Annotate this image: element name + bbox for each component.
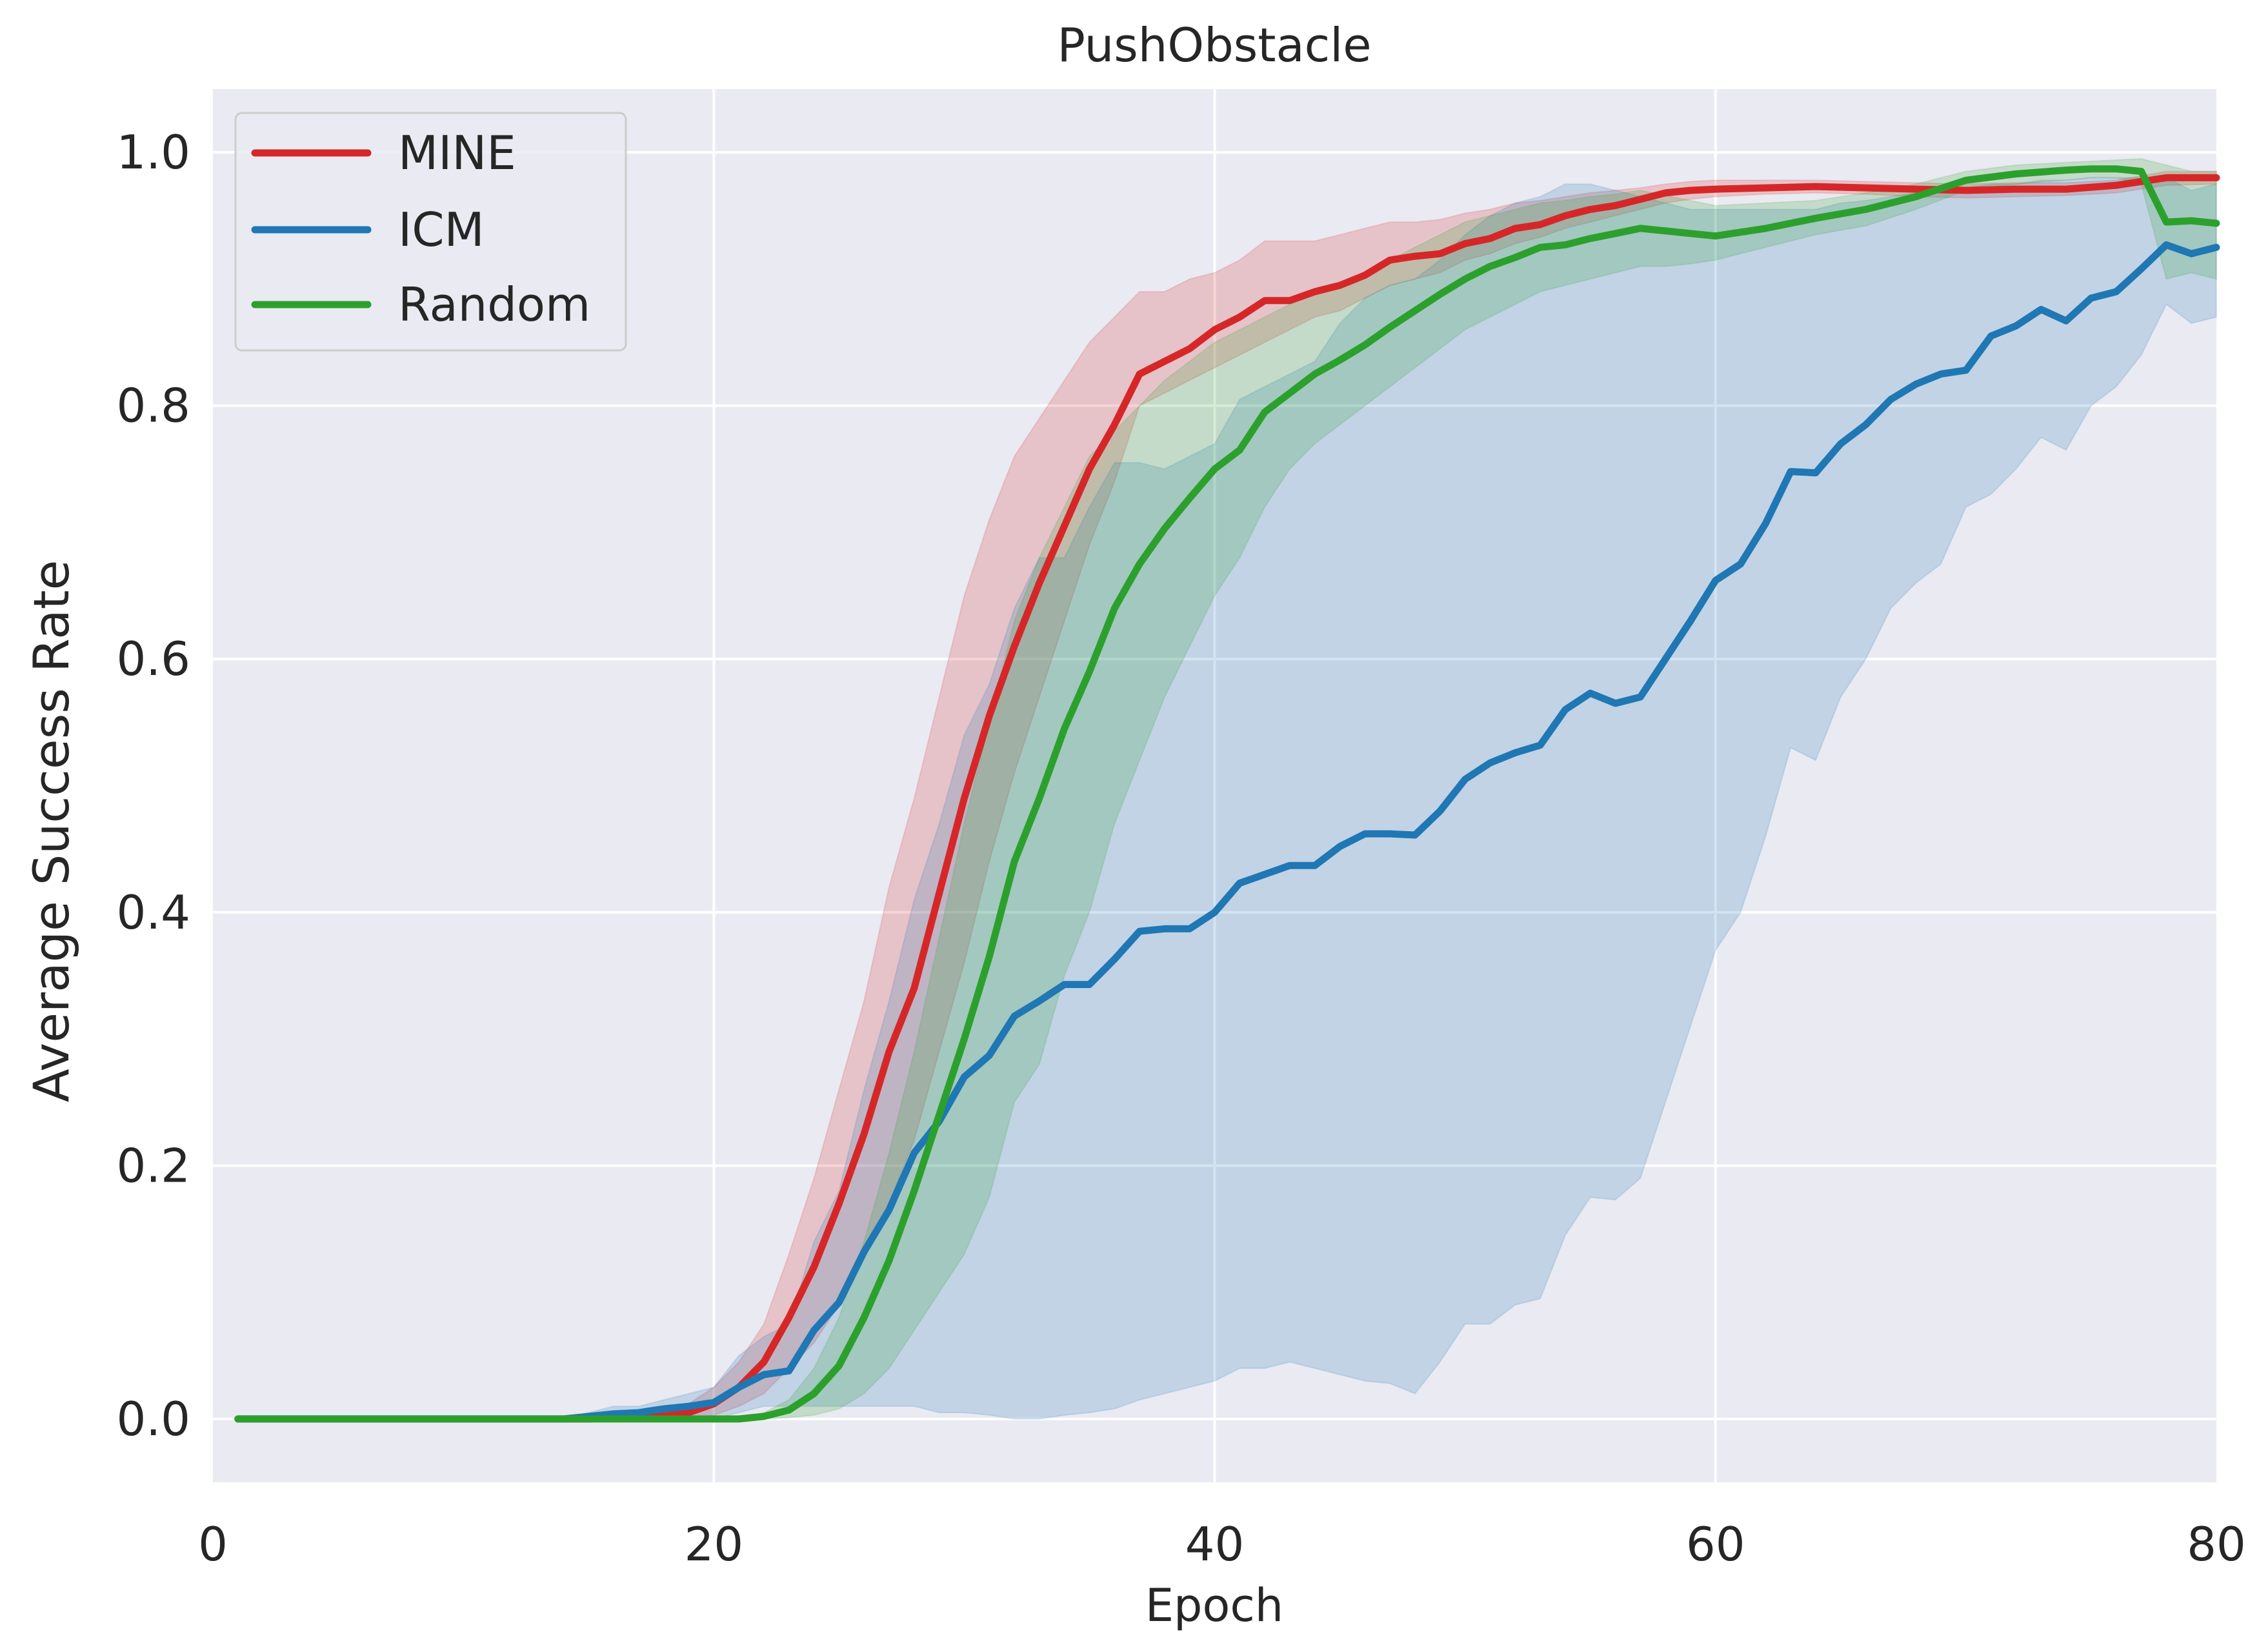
y-tick-label: 0.2 [116,1138,190,1193]
y-tick-label: 1.0 [116,125,190,179]
x-axis-label: Epoch [1145,1579,1283,1632]
legend-label-random: Random [398,277,590,332]
series-line-mine [234,174,2220,1423]
series-line-icm [234,241,2220,1423]
x-tick-label: 60 [1686,1517,1745,1571]
y-tick-label: 0.0 [116,1392,190,1446]
x-tick-label: 0 [198,1517,228,1571]
series-line-random [234,165,2220,1423]
legend: MINE ICM Random [234,112,627,352]
x-tick-label: 20 [684,1517,743,1571]
tick-labels: 0 20 40 60 80 0.0 0.2 0.4 0.6 0.8 1.0 [116,125,2245,1571]
legend-label-mine: MINE [398,126,516,180]
y-tick-label: 0.8 [116,379,190,433]
x-tick-label: 40 [1185,1517,1245,1571]
legend-box [234,112,627,352]
y-axis-label: Average Success Rate [23,560,80,1103]
y-tick-label: 0.4 [116,885,190,940]
series-lines [234,165,2220,1423]
legend-label-icm: ICM [398,203,485,257]
x-tick-label: 80 [2187,1517,2246,1571]
chart-title: PushObstacle [1057,18,1371,72]
y-tick-label: 0.6 [116,632,190,686]
